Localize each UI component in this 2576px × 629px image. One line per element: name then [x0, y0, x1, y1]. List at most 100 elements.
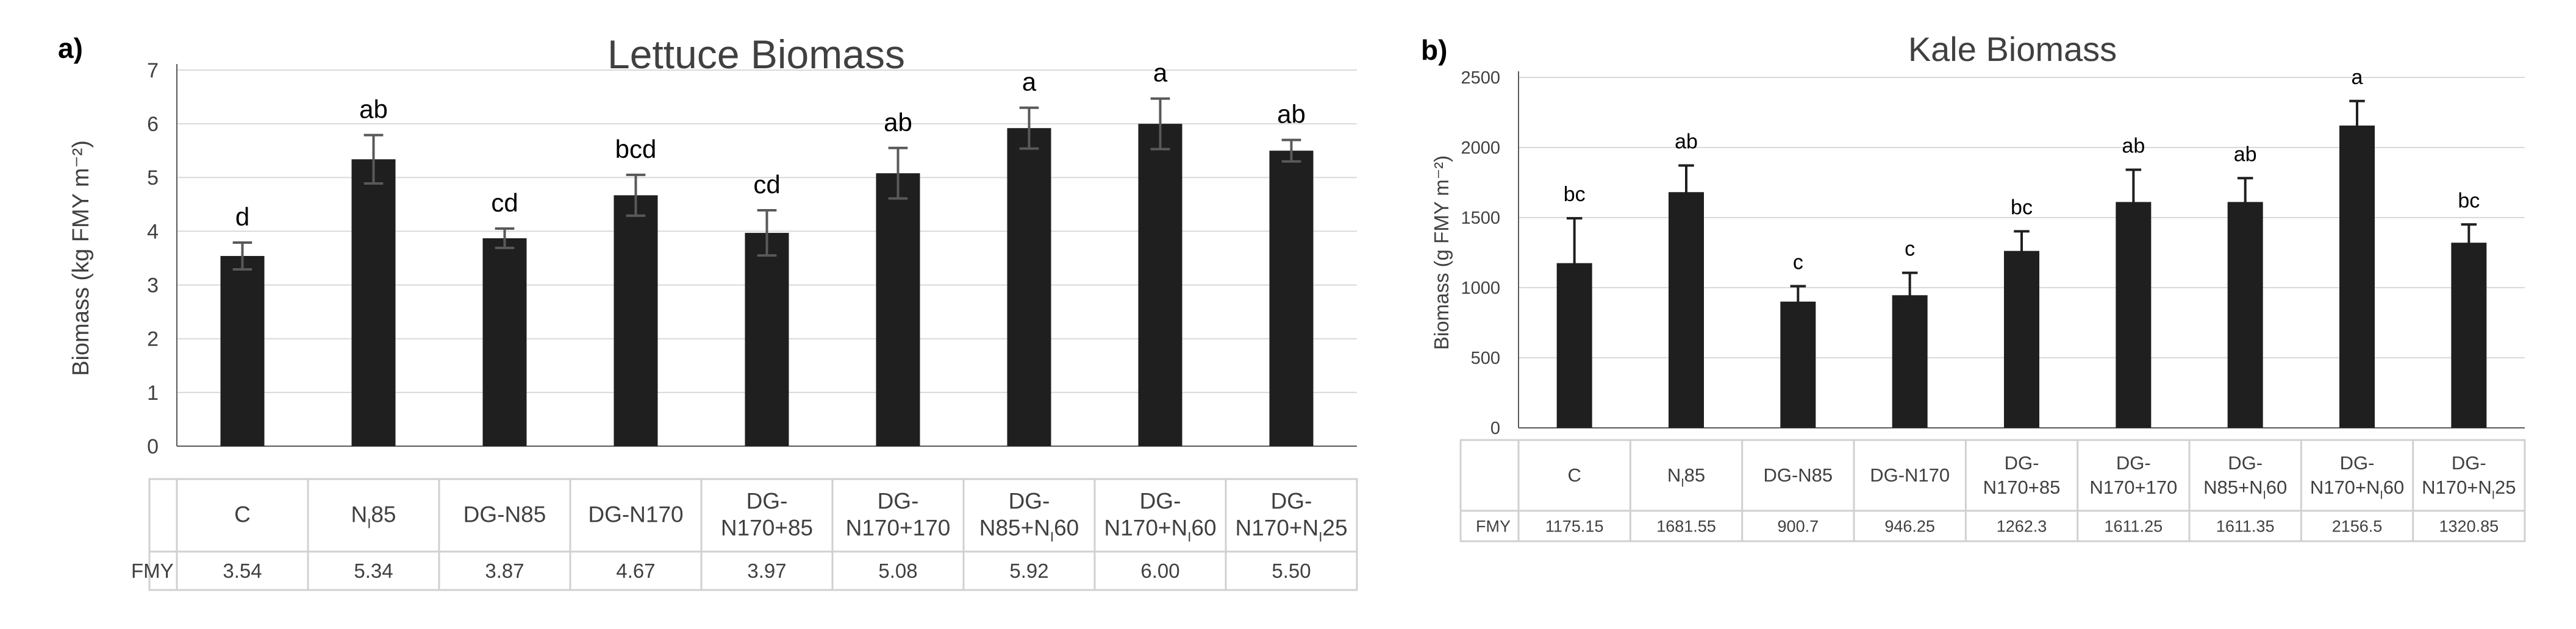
y-tick-label: 1500: [1461, 208, 1500, 228]
table-category-label-5: DG-: [2116, 452, 2151, 474]
table-category-label-6: N85+NI60: [2203, 477, 2287, 502]
bar-4: [2004, 251, 2039, 428]
significance-letter-3: bcd: [615, 135, 657, 163]
label-part: DG-: [1009, 489, 1050, 514]
table-category-label-4: N170+85: [1983, 477, 2061, 498]
label-part: DG-: [2228, 452, 2263, 474]
bar-8: [1269, 151, 1314, 446]
label-part: N: [1667, 464, 1681, 486]
table-category-label-0: C: [234, 502, 251, 527]
significance-letter-1: ab: [1675, 130, 1698, 154]
label-part: C: [1567, 464, 1581, 486]
label-part: DG-N170: [1870, 464, 1950, 486]
table-category-label-4: DG-: [2005, 452, 2039, 474]
y-tick-label: 500: [1471, 349, 1500, 368]
table-category-label-6: DG-: [2228, 452, 2263, 474]
table-category-label-1: NI85: [1667, 464, 1705, 490]
table-row-label: FMY: [1476, 517, 1511, 535]
significance-letter-3: c: [1905, 238, 1915, 261]
y-tick-label: 1: [147, 382, 159, 405]
bar-8: [2451, 243, 2487, 428]
bar-6: [2227, 202, 2263, 428]
y-tick-label: 0: [147, 435, 159, 458]
table-value-6: 5.92: [1009, 560, 1048, 582]
bar-3: [614, 195, 658, 446]
label-part: 60: [1191, 516, 1216, 541]
table-category-label-7: DG-: [2340, 452, 2375, 474]
chart-title: Kale Biomass: [1908, 30, 2117, 68]
subscript: I: [2492, 489, 2495, 502]
bar-2: [1780, 301, 1816, 428]
label-part: N: [351, 502, 367, 527]
subscript: I: [1050, 529, 1054, 544]
y-tick-label: 2500: [1461, 68, 1500, 88]
bar-7: [2339, 126, 2375, 428]
bar-1: [351, 159, 396, 446]
label-part: N170+N: [1104, 516, 1187, 541]
label-part: DG-N85: [1763, 464, 1833, 486]
y-axis-label: Biomass (g FMY m⁻²): [1430, 155, 1453, 350]
chart-title: Lettuce Biomass: [607, 32, 905, 77]
label-part: 25: [2495, 477, 2516, 498]
y-tick-label: 2000: [1461, 138, 1500, 158]
bar-5: [876, 173, 920, 446]
label-part: DG-: [1140, 489, 1181, 514]
table-category-label-8: N170+NI25: [1235, 516, 1347, 545]
significance-letter-5: ab: [2122, 135, 2145, 158]
y-tick-label: 5: [147, 166, 159, 190]
table-value-7: 2156.5: [2332, 517, 2383, 535]
label-part: 85: [371, 502, 396, 527]
significance-letter-4: cd: [753, 170, 780, 199]
table-category-label-7: N170+NI60: [1104, 516, 1216, 545]
subscript: I: [2380, 489, 2383, 502]
table-value-0: 1175.15: [1545, 517, 1604, 535]
table-category-label-6: N85+NI60: [979, 516, 1079, 545]
table-category-label-7: DG-: [1140, 489, 1181, 514]
label-part: 85: [1684, 464, 1705, 486]
bar-5: [2116, 202, 2152, 428]
y-tick-label: 0: [1490, 419, 1500, 438]
table-value-5: 5.08: [878, 560, 917, 582]
label-part: DG-: [1271, 489, 1312, 514]
bar-4: [745, 233, 789, 446]
y-tick-label: 2: [147, 328, 159, 351]
table-value-2: 3.87: [485, 560, 524, 582]
significance-letter-8: bc: [2458, 189, 2480, 212]
y-axis-label: Biomass (kg FMY m⁻²): [68, 140, 94, 376]
significance-letter-6: a: [1022, 68, 1037, 96]
table-value-8: 1320.85: [2439, 517, 2499, 535]
table-category-label-0: C: [1567, 464, 1581, 486]
label-part: DG-N170: [588, 502, 683, 527]
table-value-1: 5.34: [354, 560, 393, 582]
y-tick-label: 4: [147, 220, 159, 243]
table-row-label: FMY: [131, 560, 174, 582]
table-value-3: 4.67: [616, 560, 655, 582]
label-part: N170+85: [721, 516, 813, 541]
significance-letter-7: a: [1153, 59, 1168, 87]
significance-letter-7: a: [2352, 66, 2363, 89]
panel-label: b): [1421, 34, 1447, 66]
table-value-0: 3.54: [223, 560, 262, 582]
chart-panel-lettuce: a) Lettuce Biomass 0 1 2 3 4 5 6 7 Biomass (kg FMY…: [58, 32, 1358, 591]
label-part: N170+N: [2422, 477, 2492, 498]
table-category-label-2: DG-N85: [463, 502, 546, 527]
y-tick-label: 3: [147, 274, 159, 297]
y-tick-label: 1000: [1461, 279, 1500, 298]
table-category-label-5: N170+170: [846, 516, 951, 541]
table-value-4: 3.97: [747, 560, 786, 582]
bar-7: [1138, 124, 1182, 447]
table-category-label-3: DG-N170: [588, 502, 683, 527]
label-part: DG-: [2116, 452, 2151, 474]
label-part: DG-: [2340, 452, 2375, 474]
label-part: 60: [1054, 516, 1079, 541]
table-category-label-2: DG-N85: [1763, 464, 1833, 486]
bar-1: [1669, 192, 1704, 428]
subscript: I: [367, 516, 371, 531]
label-part: DG-N85: [463, 502, 546, 527]
bar-2: [482, 238, 527, 446]
table-category-label-1: NI85: [351, 502, 396, 531]
label-part: N170+N: [1235, 516, 1318, 541]
panel-label: a): [58, 32, 83, 64]
